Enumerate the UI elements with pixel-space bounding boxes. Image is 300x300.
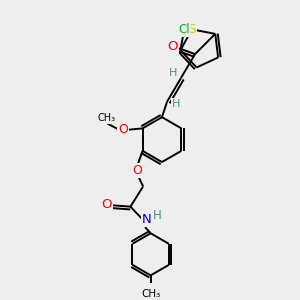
Text: H: H	[152, 209, 161, 222]
Text: N: N	[142, 213, 152, 226]
Text: Cl: Cl	[178, 22, 190, 36]
Text: H: H	[172, 99, 180, 109]
Text: CH₃: CH₃	[97, 113, 115, 123]
Text: H: H	[169, 68, 177, 78]
Text: O: O	[101, 198, 112, 211]
Text: S: S	[188, 23, 196, 36]
Text: O: O	[118, 123, 128, 136]
Text: O: O	[133, 164, 142, 177]
Text: O: O	[167, 40, 178, 53]
Text: CH₃: CH₃	[141, 289, 160, 299]
